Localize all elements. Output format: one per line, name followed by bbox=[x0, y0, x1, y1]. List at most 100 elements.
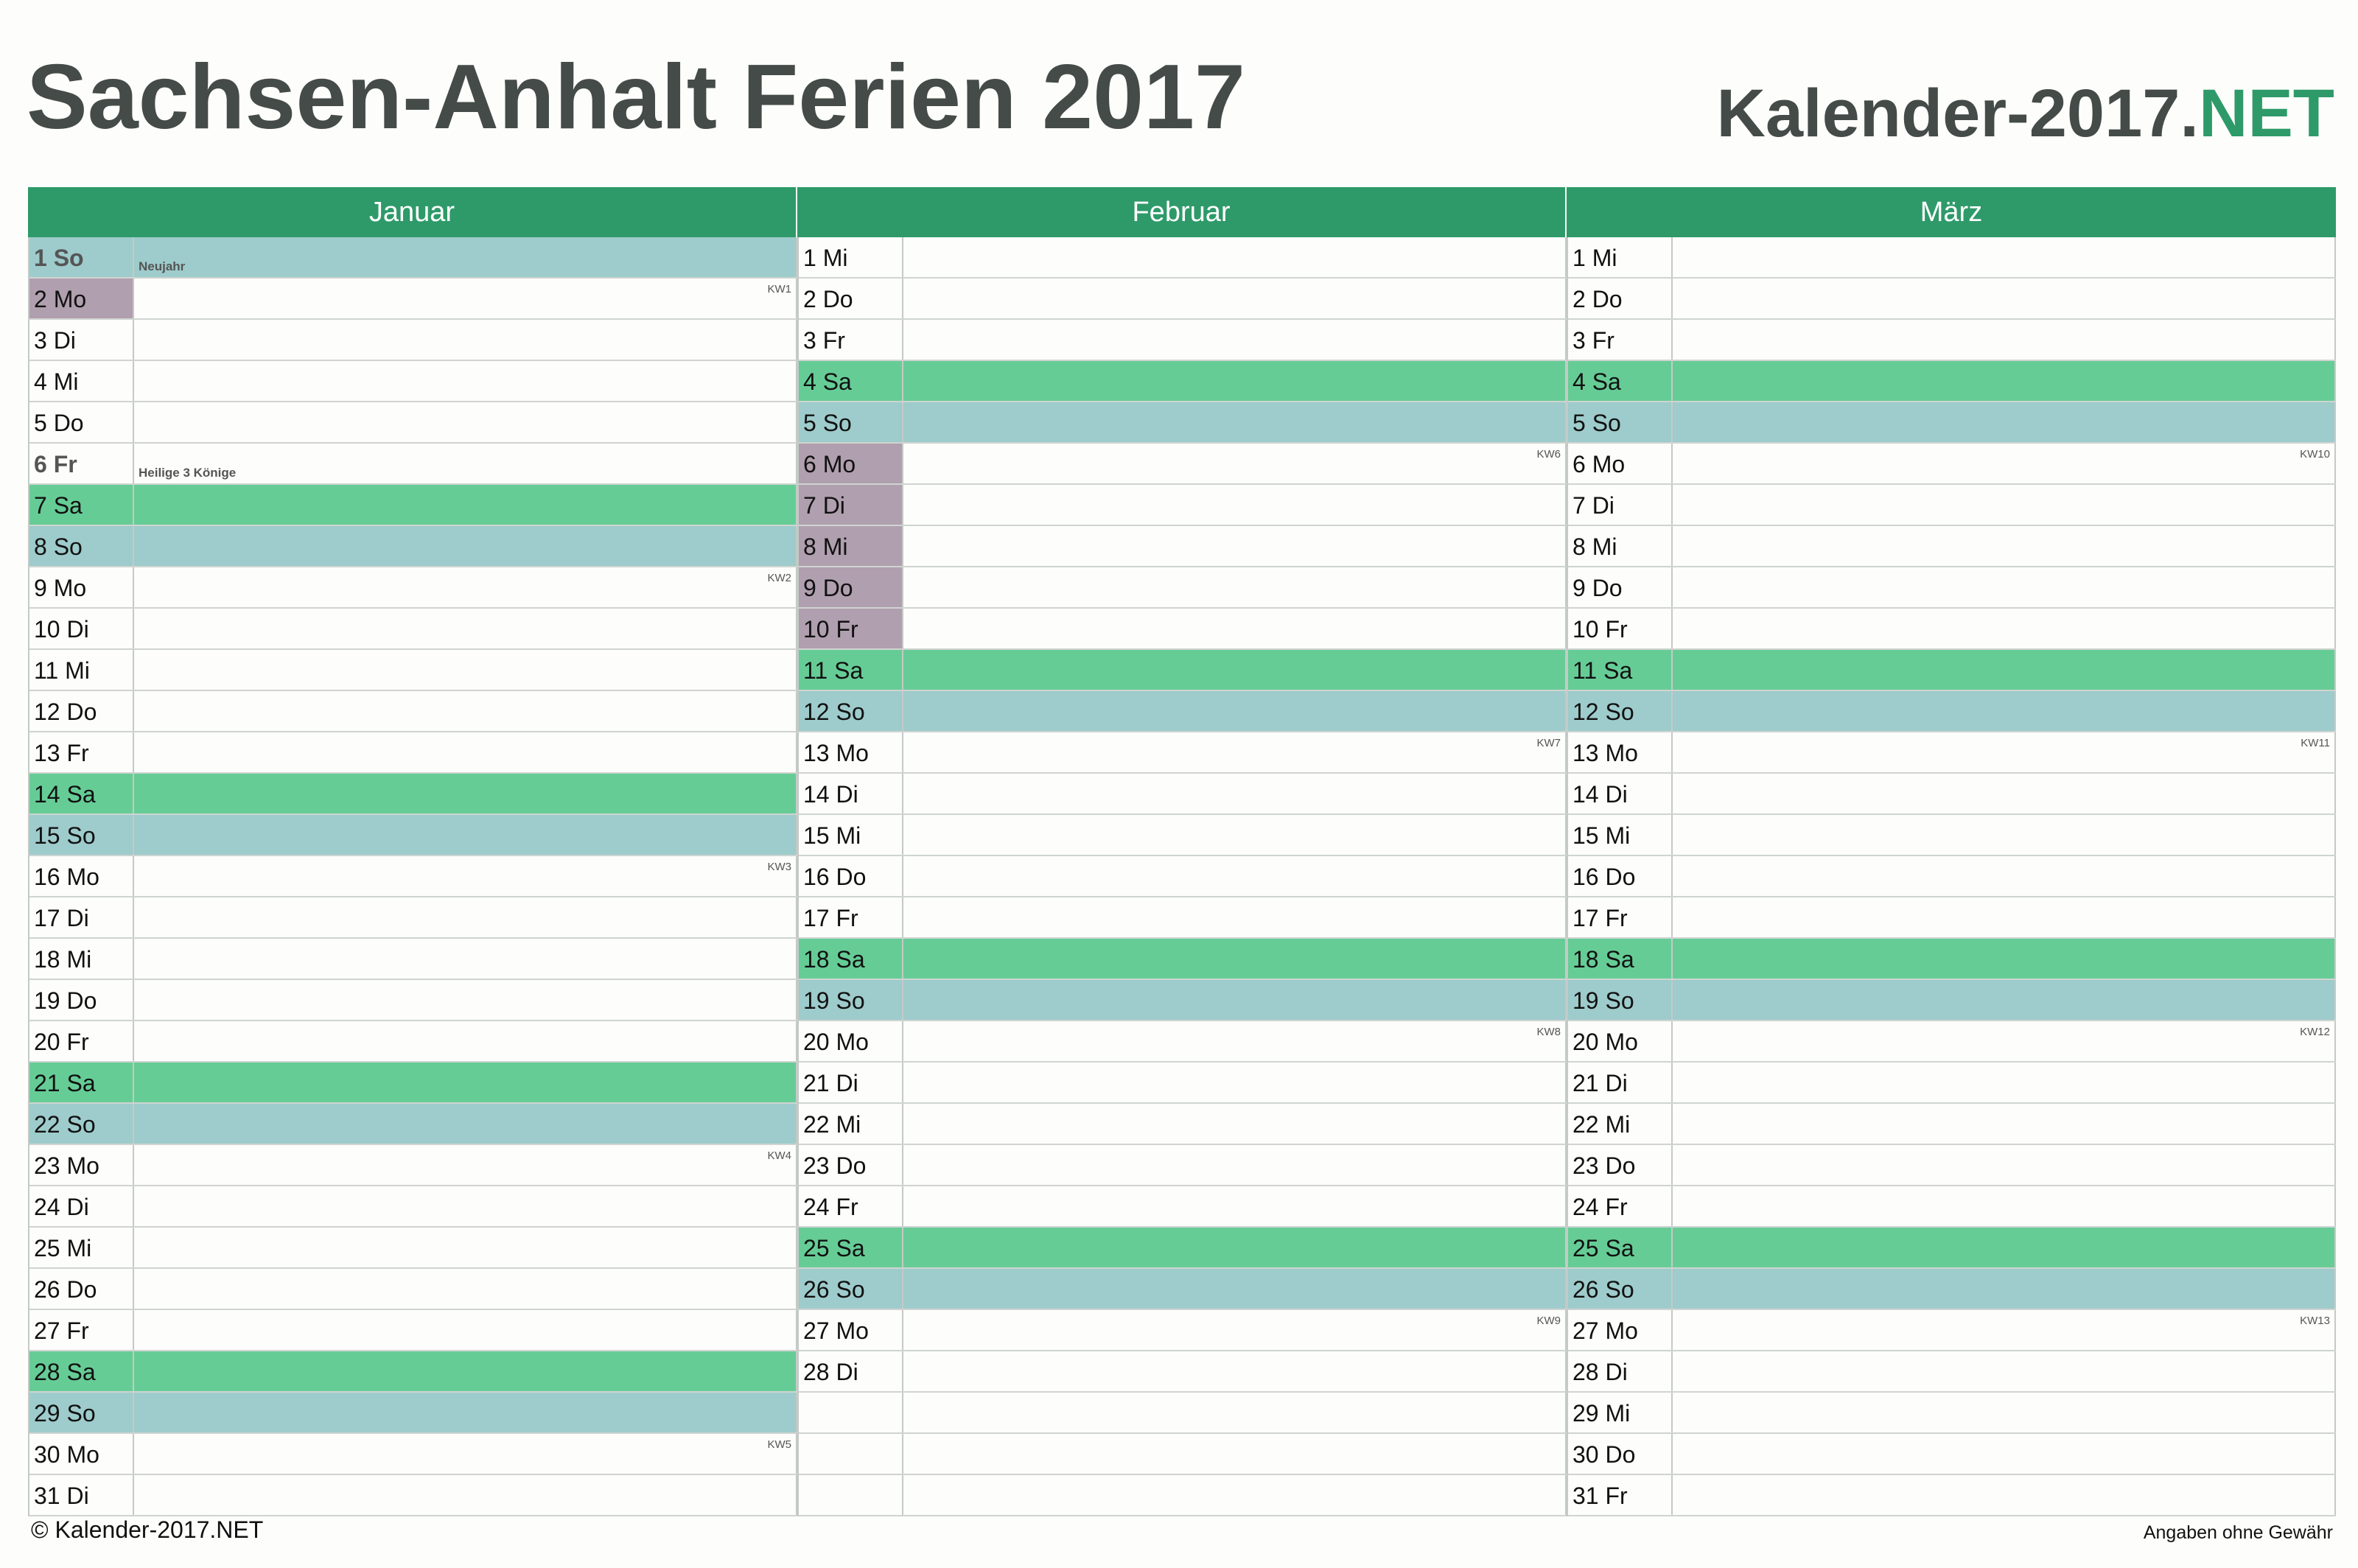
day-label: 27 Mo bbox=[799, 1310, 903, 1350]
day-note-cell bbox=[903, 939, 1567, 979]
day-row: 22 Mi bbox=[799, 1104, 1567, 1145]
day-label: 2 Do bbox=[1568, 279, 1673, 318]
day-row: 1 Mi bbox=[1568, 237, 2336, 279]
week-number-label: KW9 bbox=[1536, 1315, 1561, 1327]
day-note-cell bbox=[1673, 1186, 2336, 1226]
day-note-cell bbox=[903, 650, 1567, 690]
day-note-cell bbox=[1673, 237, 2336, 277]
week-number-label: KW11 bbox=[2301, 737, 2330, 749]
day-row: 16 Do bbox=[799, 856, 1567, 897]
day-label: 12 So bbox=[1568, 691, 1673, 731]
day-row: 15 Mi bbox=[1568, 815, 2336, 856]
day-label: 16 Do bbox=[799, 856, 903, 896]
day-label: 27 Mo bbox=[1568, 1310, 1673, 1350]
day-row: 15 Mi bbox=[799, 815, 1567, 856]
day-note-cell bbox=[134, 609, 797, 648]
day-note-cell bbox=[903, 1351, 1567, 1391]
day-label: 25 Sa bbox=[799, 1228, 903, 1267]
day-row: 6 Mo KW6 bbox=[799, 444, 1567, 485]
day-row: 25 Mi bbox=[29, 1228, 797, 1269]
day-note-cell bbox=[903, 1063, 1567, 1102]
day-label: 28 Di bbox=[799, 1351, 903, 1391]
day-row: 11 Mi bbox=[29, 650, 797, 691]
day-note-cell bbox=[1673, 1104, 2336, 1144]
week-number-label: KW6 bbox=[1536, 448, 1561, 461]
day-label: 22 Mi bbox=[1568, 1104, 1673, 1144]
day-label: 15 Mi bbox=[799, 815, 903, 855]
day-label: 4 Mi bbox=[29, 361, 134, 401]
day-label: 20 Mo bbox=[1568, 1021, 1673, 1061]
day-note-cell bbox=[1673, 939, 2336, 979]
day-row: 29 So bbox=[29, 1393, 797, 1434]
day-note-cell bbox=[903, 1393, 1567, 1432]
month-column: Februar 1 Mi 2 Do 3 Fr 4 Sa 5 So 6 Mo KW6 7 Di 8 … bbox=[797, 187, 1567, 1516]
day-label: 26 Do bbox=[29, 1269, 134, 1309]
day-label: 11 Mi bbox=[29, 650, 134, 690]
day-label: 4 Sa bbox=[1568, 361, 1673, 401]
day-label bbox=[799, 1475, 903, 1515]
day-row: 12 Do bbox=[29, 691, 797, 732]
day-note-cell: Heilige 3 Könige bbox=[134, 444, 797, 483]
day-label: 7 Di bbox=[799, 485, 903, 525]
day-note-cell: KW1 bbox=[134, 279, 797, 318]
day-row: 13 Mo KW7 bbox=[799, 732, 1567, 774]
day-row: 8 So bbox=[29, 526, 797, 567]
day-row: 14 Di bbox=[799, 774, 1567, 815]
day-note-cell bbox=[1673, 1475, 2336, 1515]
day-note-cell bbox=[903, 980, 1567, 1020]
day-note-cell bbox=[903, 237, 1567, 277]
day-row: 28 Sa bbox=[29, 1351, 797, 1393]
day-label: 31 Fr bbox=[1568, 1475, 1673, 1515]
day-label: 17 Di bbox=[29, 897, 134, 937]
day-label: 13 Mo bbox=[1568, 732, 1673, 772]
day-label: 9 Mo bbox=[29, 567, 134, 607]
day-label: 6 Mo bbox=[799, 444, 903, 483]
day-row: 17 Di bbox=[29, 897, 797, 939]
day-row: 5 Do bbox=[29, 402, 797, 444]
day-note-cell: KW5 bbox=[134, 1434, 797, 1474]
day-note-cell bbox=[1673, 402, 2336, 442]
day-label: 3 Fr bbox=[1568, 320, 1673, 360]
day-label: 5 Do bbox=[29, 402, 134, 442]
day-row: 17 Fr bbox=[1568, 897, 2336, 939]
day-row: 20 Mo KW12 bbox=[1568, 1021, 2336, 1063]
day-row: 19 So bbox=[799, 980, 1567, 1021]
day-label: 27 Fr bbox=[29, 1310, 134, 1350]
day-note-cell bbox=[134, 815, 797, 855]
day-label: 9 Do bbox=[799, 567, 903, 607]
day-note-cell: KW8 bbox=[903, 1021, 1567, 1061]
day-label: 17 Fr bbox=[799, 897, 903, 937]
day-row: 27 Mo KW9 bbox=[799, 1310, 1567, 1351]
day-note-cell: KW9 bbox=[903, 1310, 1567, 1350]
day-label: 21 Di bbox=[1568, 1063, 1673, 1102]
day-note-cell: KW6 bbox=[903, 444, 1567, 483]
day-note-cell bbox=[903, 402, 1567, 442]
day-note-cell bbox=[1673, 856, 2336, 896]
day-label: 8 Mi bbox=[799, 526, 903, 566]
day-label: 10 Fr bbox=[1568, 609, 1673, 648]
day-label: 21 Sa bbox=[29, 1063, 134, 1102]
week-number-label: KW8 bbox=[1536, 1026, 1561, 1038]
day-label: 18 Sa bbox=[799, 939, 903, 979]
day-label: 24 Fr bbox=[1568, 1186, 1673, 1226]
day-note-cell bbox=[1673, 980, 2336, 1020]
brand-accent: NET bbox=[2199, 76, 2334, 151]
day-list: 1 So Neujahr 2 Mo KW1 3 Di 4 Mi 5 Do 6 Fr Heilig… bbox=[28, 237, 797, 1516]
day-note-cell bbox=[134, 1228, 797, 1267]
day-note-cell bbox=[134, 485, 797, 525]
day-label: 8 So bbox=[29, 526, 134, 566]
day-row: 4 Mi bbox=[29, 361, 797, 402]
day-note-cell bbox=[1673, 1269, 2336, 1309]
day-label: 22 Mi bbox=[799, 1104, 903, 1144]
day-label: 12 So bbox=[799, 691, 903, 731]
day-row: 26 Do bbox=[29, 1269, 797, 1310]
day-note-cell bbox=[1673, 1434, 2336, 1474]
day-row: 31 Fr bbox=[1568, 1475, 2336, 1516]
day-note-cell: KW4 bbox=[134, 1145, 797, 1185]
holiday-label: Neujahr bbox=[139, 259, 186, 273]
day-row: 23 Do bbox=[1568, 1145, 2336, 1186]
day-label bbox=[799, 1393, 903, 1432]
day-row: 6 Fr Heilige 3 Könige bbox=[29, 444, 797, 485]
month-header: Februar bbox=[797, 187, 1567, 237]
day-row: 2 Mo KW1 bbox=[29, 279, 797, 320]
